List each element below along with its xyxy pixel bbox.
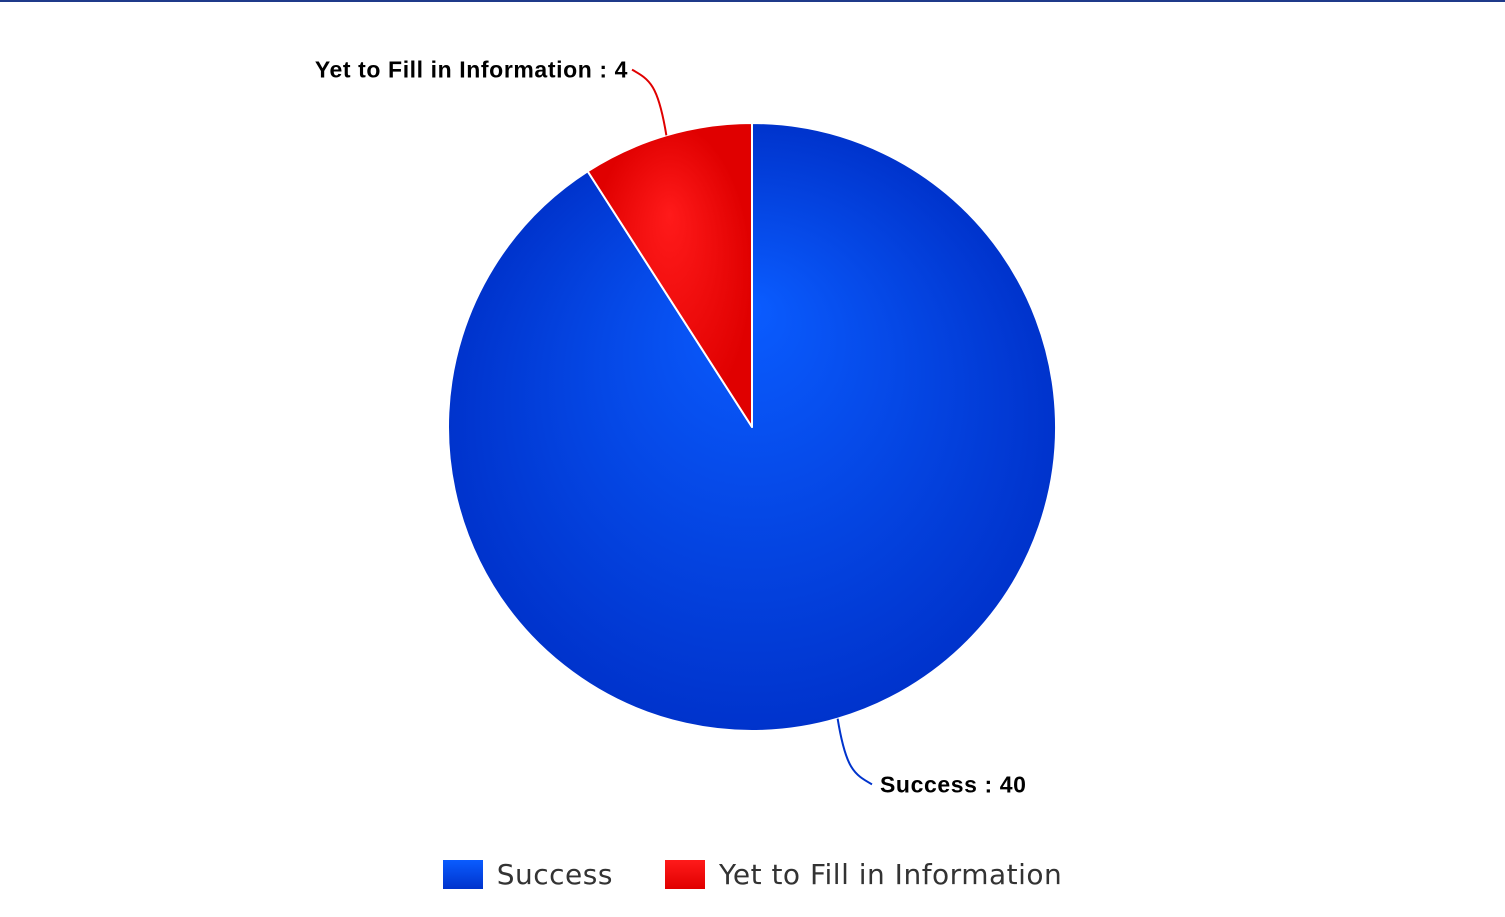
chart-legend: Success Yet to Fill in Information bbox=[0, 858, 1505, 891]
legend-item-yet-to-fill[interactable]: Yet to Fill in Information bbox=[664, 858, 1063, 891]
pie-chart: Success : 40 Yet to Fill in Information :… bbox=[315, 57, 1057, 797]
label-connector-success bbox=[836, 718, 873, 786]
data-label-success: Success : 40 bbox=[880, 771, 1027, 797]
legend-swatch-yet-to-fill bbox=[664, 860, 705, 889]
legend-item-success[interactable]: Success bbox=[442, 858, 613, 891]
legend-swatch-success bbox=[442, 860, 483, 889]
legend-label-success: Success bbox=[496, 858, 613, 891]
label-connector-yet-to-fill-in-information bbox=[631, 68, 668, 136]
legend-label-yet-to-fill: Yet to Fill in Information bbox=[718, 858, 1063, 891]
top-border bbox=[0, 0, 1505, 2]
data-label-yet-to-fill-in-information: Yet to Fill in Information : 4 bbox=[315, 57, 628, 83]
